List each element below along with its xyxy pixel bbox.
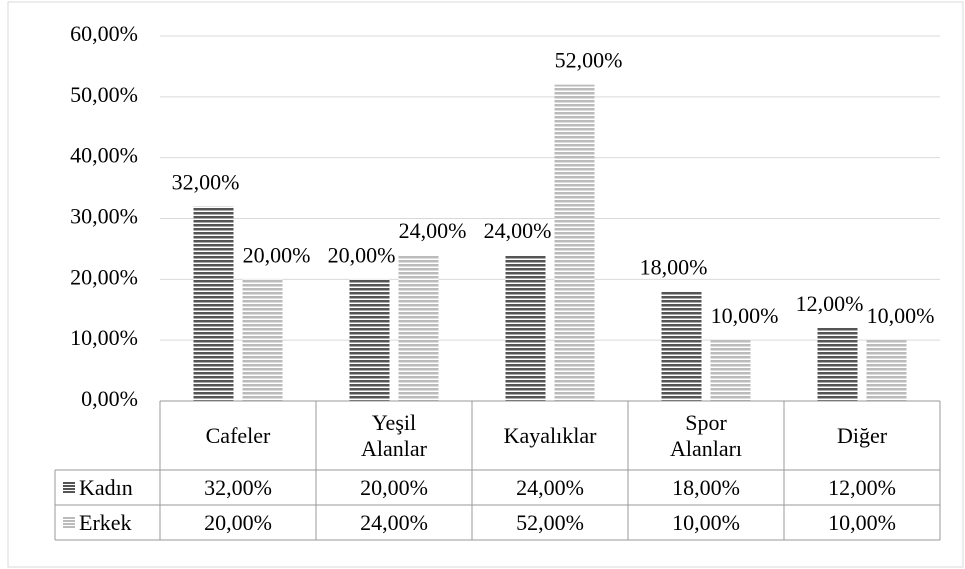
data-label: 12,00% bbox=[796, 291, 864, 316]
chart-border bbox=[7, 1, 964, 568]
table-value: 10,00% bbox=[828, 509, 896, 535]
y-tick-label: 60,00% bbox=[70, 21, 138, 46]
table-value: 24,00% bbox=[516, 474, 584, 500]
bar bbox=[505, 255, 546, 401]
y-tick-label: 40,00% bbox=[70, 143, 138, 168]
category-label: Spor Alanları bbox=[669, 409, 743, 461]
legend-label: Kadın bbox=[79, 474, 133, 500]
category-label: Yeşil Alanlar bbox=[361, 409, 427, 461]
table-value: 20,00% bbox=[204, 509, 272, 535]
category-label: Kayalıklar bbox=[503, 422, 597, 448]
bar bbox=[710, 340, 751, 401]
y-tick-label: 10,00% bbox=[70, 325, 138, 350]
data-label: 10,00% bbox=[867, 303, 935, 328]
data-label: 24,00% bbox=[484, 218, 552, 243]
bar bbox=[817, 328, 858, 401]
bar bbox=[398, 255, 439, 401]
y-tick-label: 20,00% bbox=[70, 264, 138, 289]
bar bbox=[193, 206, 234, 401]
legend-entry: Erkek bbox=[55, 505, 160, 540]
table-value: 32,00% bbox=[204, 474, 272, 500]
data-label: 32,00% bbox=[172, 169, 240, 194]
y-tick-label: 30,00% bbox=[70, 204, 138, 229]
category-label: Diğer bbox=[836, 422, 888, 448]
table-value: 18,00% bbox=[672, 474, 740, 500]
table-value: 10,00% bbox=[672, 509, 740, 535]
bar bbox=[866, 340, 907, 401]
y-tick-label: 0,00% bbox=[81, 386, 138, 411]
legend-swatch bbox=[63, 516, 75, 529]
legend-swatch bbox=[63, 481, 75, 494]
table-value: 12,00% bbox=[828, 474, 896, 500]
legend-entry: Kadın bbox=[55, 470, 160, 505]
data-label: 20,00% bbox=[243, 242, 311, 267]
y-tick-label: 50,00% bbox=[70, 82, 138, 107]
data-label: 24,00% bbox=[399, 218, 467, 243]
category-label: Cafeler bbox=[205, 422, 271, 448]
legend-label: Erkek bbox=[79, 509, 132, 535]
bar bbox=[349, 279, 390, 401]
table-value: 20,00% bbox=[360, 474, 428, 500]
data-label: 52,00% bbox=[555, 48, 623, 73]
bar bbox=[661, 291, 702, 401]
table-value: 52,00% bbox=[516, 509, 584, 535]
bar bbox=[554, 84, 595, 402]
table-value: 24,00% bbox=[360, 509, 428, 535]
data-label: 18,00% bbox=[640, 255, 708, 280]
data-label: 10,00% bbox=[711, 303, 779, 328]
data-label: 20,00% bbox=[328, 242, 396, 267]
bar bbox=[242, 279, 283, 401]
